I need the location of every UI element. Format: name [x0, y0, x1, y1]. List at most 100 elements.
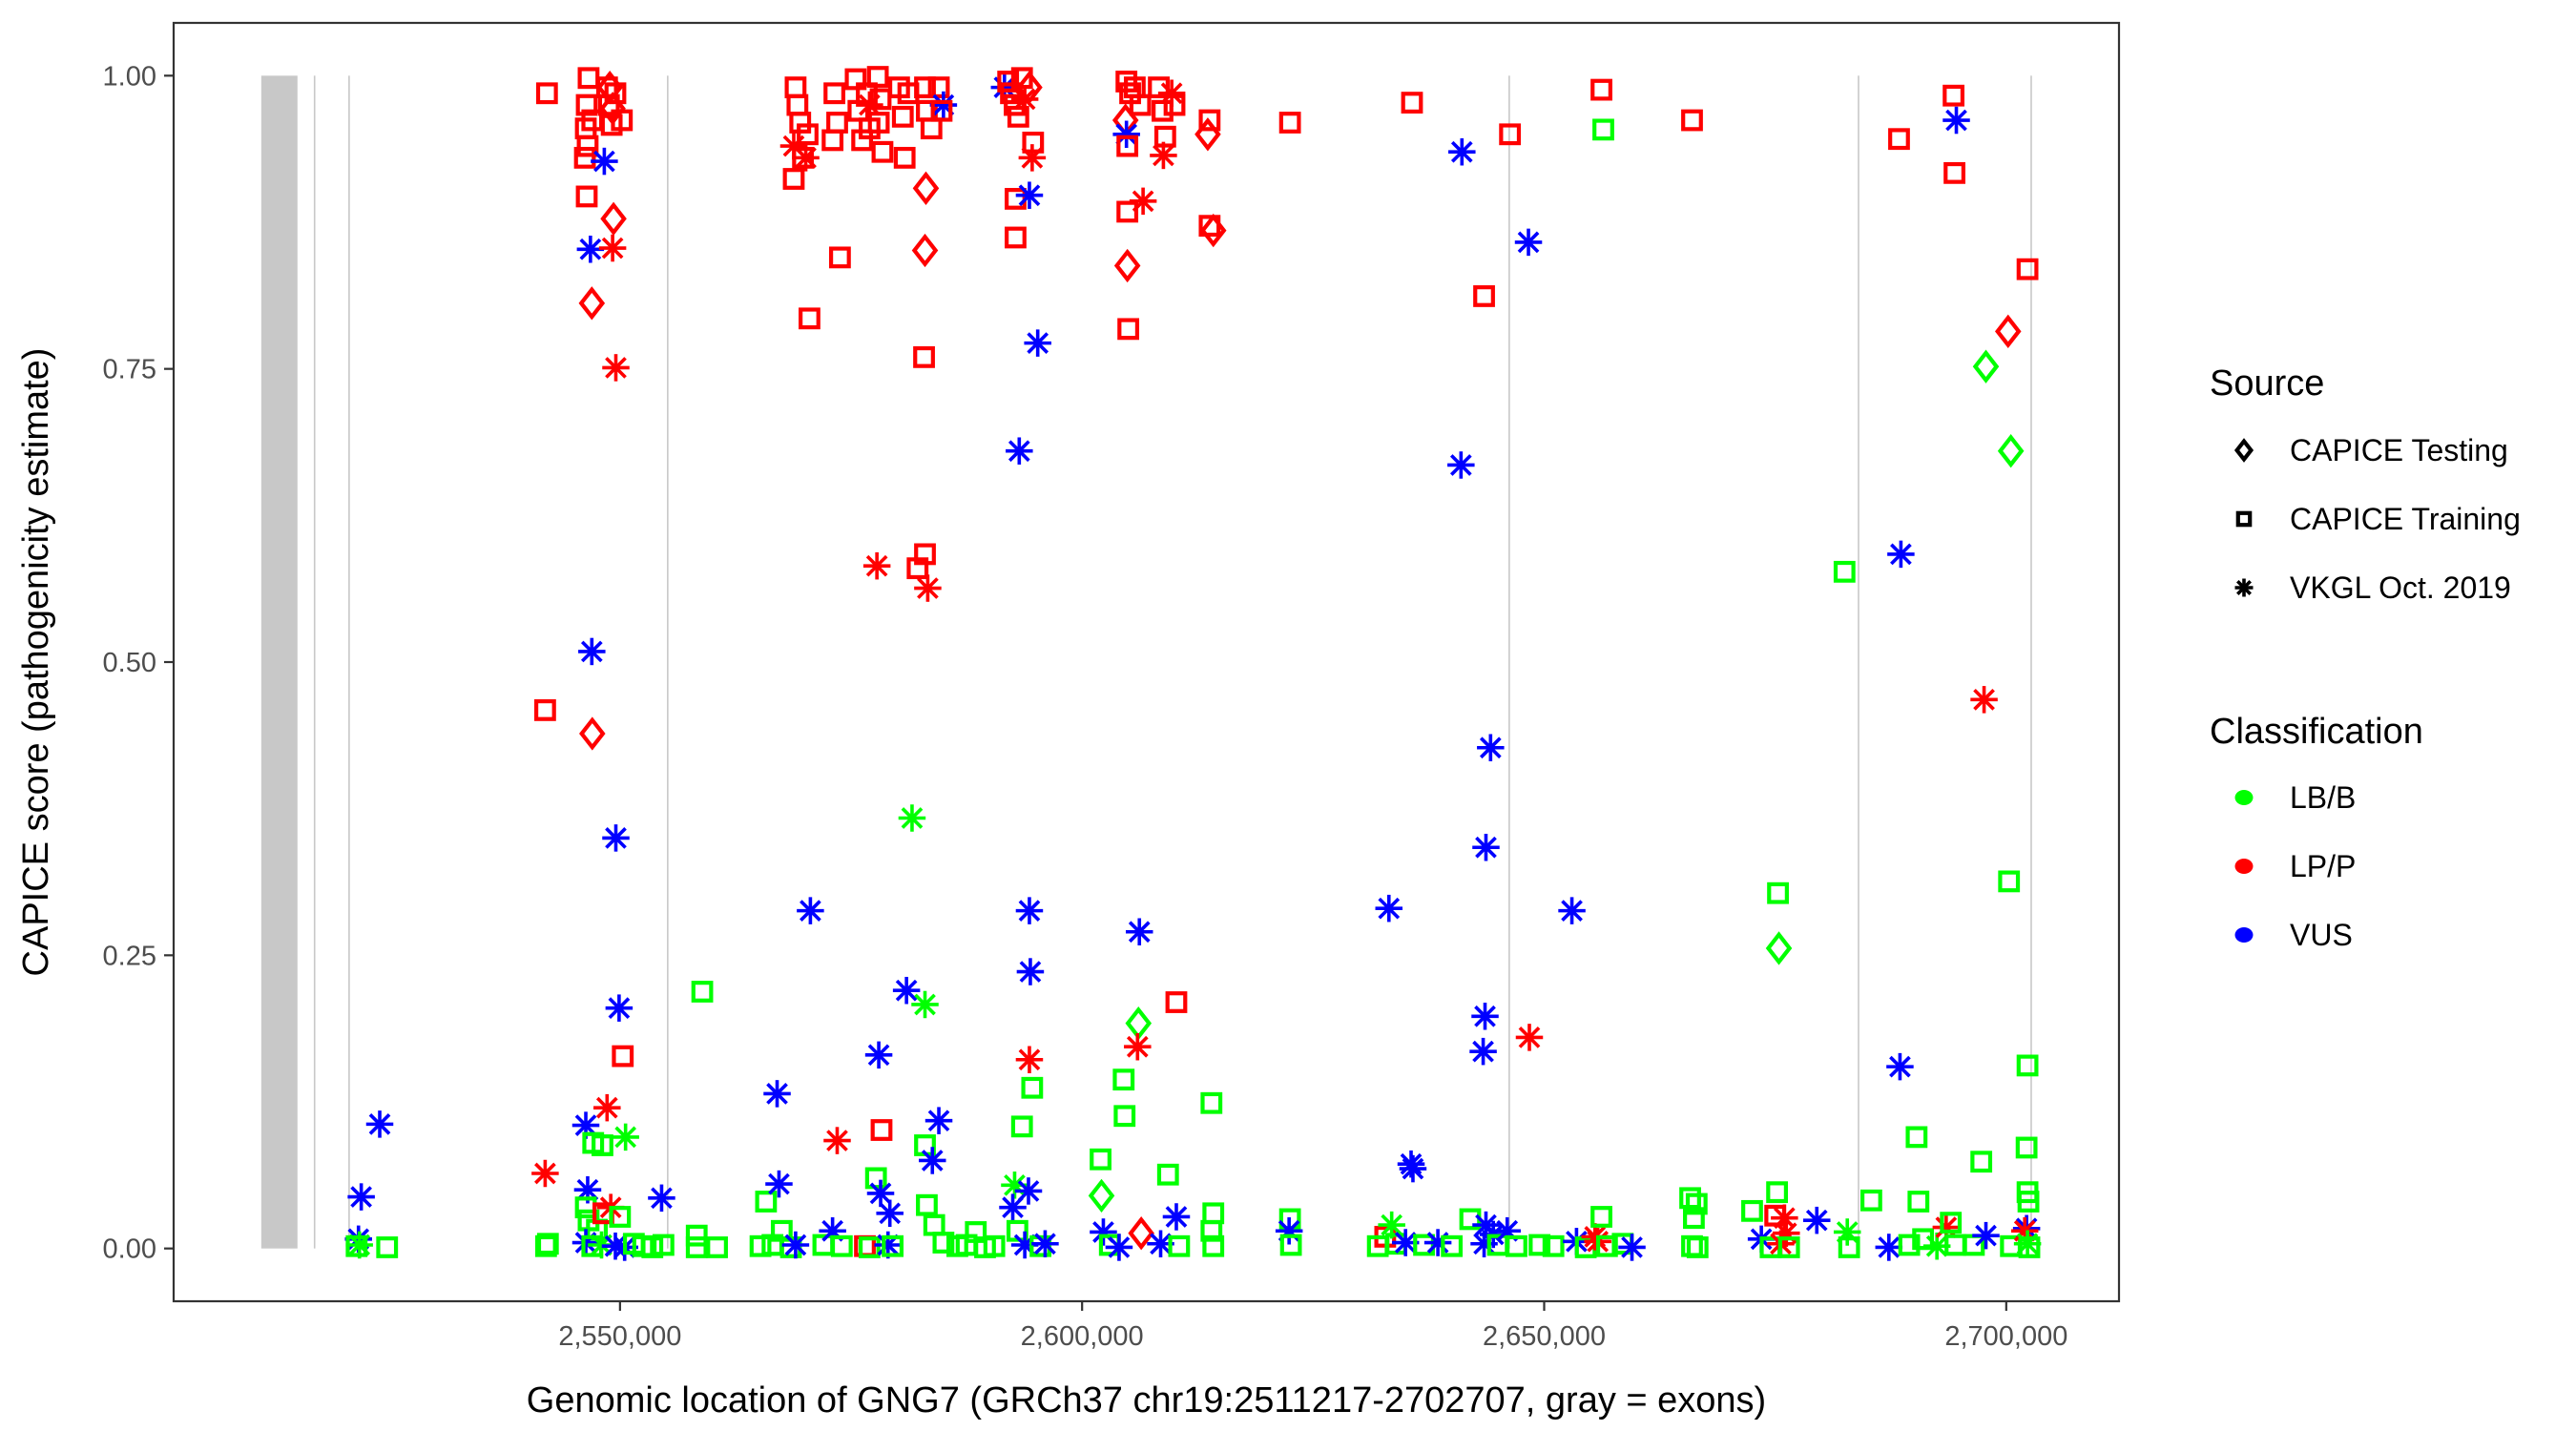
y-tick-label: 0.75 — [103, 355, 156, 385]
data-point-diamond — [1125, 1006, 1153, 1041]
exon-mark — [348, 75, 350, 1249]
data-point-asterisk — [1942, 106, 1970, 135]
data-point-square — [706, 1236, 728, 1258]
data-point-square — [685, 1224, 708, 1247]
data-point-asterisk — [1472, 833, 1500, 861]
data-point-square — [893, 146, 916, 169]
data-point-square — [1413, 1234, 1435, 1256]
data-point-asterisk — [898, 804, 926, 832]
data-point-square — [1202, 1234, 1225, 1257]
data-point-square — [652, 1234, 675, 1256]
data-point-asterisk — [593, 1093, 621, 1122]
data-point-square — [575, 93, 598, 116]
legend-item-classification: LB/B — [2234, 780, 2356, 815]
data-point-square — [535, 82, 558, 105]
data-point-square — [1168, 1234, 1191, 1257]
data-point-square — [927, 76, 950, 99]
data-point-square — [576, 135, 599, 157]
x-tick-label: 2,700,000 — [1944, 1321, 2067, 1352]
x-tick-label: 2,600,000 — [1021, 1321, 1144, 1352]
data-point-asterisk — [1399, 1154, 1427, 1183]
data-point-asterisk — [892, 976, 921, 1005]
data-point-square — [997, 71, 1020, 93]
data-point-square — [1898, 1234, 1921, 1256]
data-point-square — [799, 307, 821, 330]
data-point-square — [1970, 1151, 1993, 1173]
x-axis: 2,550,000 2,600,000 2,650,000 2,700,000 — [558, 1301, 2067, 1352]
data-point-square — [1905, 1126, 1928, 1149]
data-point-diamond — [1765, 931, 1793, 965]
data-point-square — [914, 76, 936, 99]
legend-item-classification: VUS — [2234, 918, 2353, 952]
legend-label: LB/B — [2290, 780, 2356, 815]
data-point-diamond — [1113, 248, 1141, 283]
exon-mark — [313, 75, 316, 1249]
data-point-asterisk — [862, 551, 891, 580]
data-point-asterisk — [919, 1147, 946, 1174]
data-point-diamond — [911, 233, 939, 268]
data-point-square — [1943, 161, 1965, 184]
data-point-square — [1741, 1199, 1763, 1222]
data-point-square — [1766, 1181, 1789, 1204]
legend-diamond-icon — [2233, 438, 2254, 463]
legend-dot-icon — [2234, 927, 2254, 943]
data-point-asterisk — [578, 637, 606, 666]
data-point-square — [1005, 226, 1027, 249]
data-point-asterisk — [598, 234, 627, 262]
data-point-square — [930, 99, 953, 122]
data-point-square — [869, 88, 892, 111]
data-point-asterisk — [1887, 540, 1915, 569]
data-point-square — [2015, 1136, 2038, 1159]
data-point-diamond — [1972, 349, 2000, 384]
data-point-square — [1888, 128, 1910, 151]
data-point-asterisk — [1124, 1032, 1152, 1061]
legend-label: CAPICE Training — [2290, 502, 2521, 536]
data-point-square — [577, 67, 600, 90]
data-point-square — [1441, 1234, 1464, 1257]
data-point-asterisk — [1375, 894, 1403, 923]
data-point-square — [1838, 1236, 1860, 1258]
legend-label: CAPICE Testing — [2290, 433, 2508, 467]
legend-label: LP/P — [2290, 849, 2356, 883]
exon-mark — [1508, 75, 1510, 1249]
x-axis-title: Genomic location of GNG7 (GRCh37 chr19:2… — [527, 1380, 1766, 1421]
data-point-square — [1860, 1189, 1882, 1212]
data-point-square — [1686, 1236, 1709, 1258]
data-point-square — [932, 1232, 955, 1254]
data-point-asterisk — [823, 1127, 851, 1154]
data-point-square — [1198, 215, 1221, 238]
data-point-diamond — [600, 201, 627, 236]
data-point-square — [866, 66, 889, 88]
data-point-asterisk — [1015, 1046, 1044, 1074]
data-point-square — [2018, 1236, 2041, 1258]
y-tick-label: 0.50 — [103, 648, 156, 678]
data-point-square — [983, 1234, 1006, 1257]
data-point-diamond — [579, 716, 606, 751]
data-point-asterisk — [1448, 137, 1476, 166]
y-axis: 0.00 0.25 0.50 0.75 1.00 — [103, 61, 174, 1265]
data-point-square — [1156, 1163, 1179, 1186]
exon-mark — [260, 75, 298, 1249]
data-point-diamond — [1088, 1178, 1115, 1213]
data-point-asterisk — [765, 1170, 793, 1198]
data-point-square — [755, 1191, 778, 1213]
data-point-square — [1592, 118, 1614, 141]
exon-mark — [667, 75, 669, 1249]
data-point-square — [1542, 1234, 1565, 1257]
data-point-square — [920, 117, 943, 140]
exon-mark — [1858, 75, 1859, 1249]
data-point-square — [1528, 1234, 1551, 1256]
data-point-square — [1200, 1091, 1223, 1114]
data-point-square — [1153, 125, 1176, 148]
data-point-square — [916, 1193, 938, 1216]
data-point-asterisk — [781, 1231, 810, 1259]
data-point-asterisk — [1972, 1221, 2000, 1250]
data-point-asterisk — [792, 144, 820, 172]
data-point-square — [1499, 123, 1522, 146]
points-layer — [344, 66, 2042, 1261]
data-point-asterisk — [914, 574, 942, 602]
data-point-square — [597, 93, 620, 116]
data-point-square — [2016, 1054, 2039, 1077]
data-point-square — [1506, 1234, 1527, 1257]
